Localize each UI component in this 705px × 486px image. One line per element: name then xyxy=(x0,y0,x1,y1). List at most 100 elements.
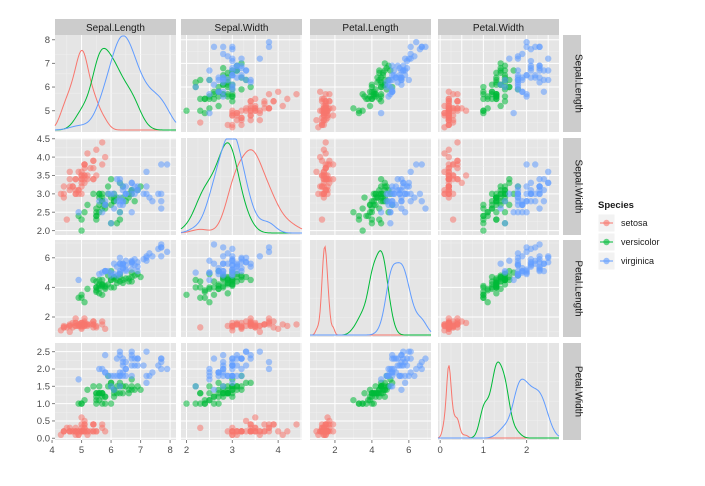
point-setosa xyxy=(87,428,94,435)
point-setosa xyxy=(293,321,300,328)
point-virginica xyxy=(210,241,218,248)
panel-pw-vs-pl xyxy=(310,343,431,440)
point-virginica xyxy=(158,253,165,260)
point-versicolor xyxy=(497,275,504,282)
point-setosa xyxy=(320,146,328,153)
point-virginica xyxy=(163,248,171,256)
point-virginica xyxy=(75,276,82,284)
point-virginica xyxy=(544,259,552,266)
point-versicolor xyxy=(206,284,213,291)
point-setosa xyxy=(329,112,337,119)
point-versicolor xyxy=(104,183,112,190)
point-versicolor xyxy=(183,107,190,114)
point-versicolor xyxy=(363,212,370,220)
point-setosa xyxy=(78,179,85,187)
point-versicolor xyxy=(484,209,491,216)
point-virginica xyxy=(413,365,420,373)
point-virginica xyxy=(514,267,522,275)
point-versicolor xyxy=(99,291,106,298)
point-virginica xyxy=(238,55,245,62)
strip-row-label-sw: Sepal.Width xyxy=(573,160,584,214)
panel-pl-vs-sl xyxy=(55,240,176,337)
point-setosa xyxy=(197,324,204,331)
point-versicolor xyxy=(501,93,509,100)
point-setosa xyxy=(324,172,331,179)
point-versicolor xyxy=(128,383,135,390)
point-virginica xyxy=(128,209,135,216)
point-versicolor xyxy=(501,186,509,194)
point-versicolor xyxy=(206,396,213,404)
strip-col-label-sl: Sepal.Length xyxy=(86,23,145,34)
point-versicolor xyxy=(215,102,222,110)
point-virginica xyxy=(544,168,552,176)
point-virginica xyxy=(206,276,213,284)
point-versicolor xyxy=(247,379,254,387)
point-virginica xyxy=(158,161,165,168)
point-versicolor xyxy=(197,95,204,103)
point-versicolor xyxy=(377,175,385,183)
point-setosa xyxy=(329,428,337,435)
point-virginica xyxy=(99,209,106,216)
point-versicolor xyxy=(131,197,138,205)
x-tick-label: 3 xyxy=(230,445,235,456)
point-versicolor xyxy=(361,390,368,397)
point-virginica xyxy=(247,79,254,86)
point-virginica xyxy=(401,379,409,387)
point-virginica xyxy=(407,190,414,198)
point-setosa xyxy=(224,428,231,435)
point-setosa xyxy=(261,105,268,112)
point-virginica xyxy=(527,62,535,69)
point-virginica xyxy=(497,81,504,88)
point-virginica xyxy=(398,205,405,212)
point-versicolor xyxy=(368,220,376,227)
y-tick-label: 6 xyxy=(45,82,50,93)
point-versicolor xyxy=(497,190,504,198)
point-setosa xyxy=(445,100,453,107)
point-virginica xyxy=(215,267,222,275)
point-virginica xyxy=(128,348,135,355)
point-virginica xyxy=(242,67,250,74)
y-tick-label: 3.5 xyxy=(37,171,50,182)
point-setosa xyxy=(320,112,328,119)
point-virginica xyxy=(143,379,150,387)
point-versicolor xyxy=(224,383,231,390)
point-versicolor xyxy=(192,284,199,291)
point-setosa xyxy=(90,421,97,428)
point-virginica xyxy=(158,190,165,198)
point-virginica xyxy=(387,76,394,84)
point-virginica xyxy=(536,256,543,263)
x-tick-label: 8 xyxy=(167,445,172,456)
point-virginica xyxy=(238,74,245,81)
point-virginica xyxy=(387,209,394,216)
panel-pl-vs-pl xyxy=(309,240,432,337)
panel-pl-vs-sw xyxy=(181,240,302,337)
point-virginica xyxy=(128,259,135,266)
point-versicolor xyxy=(201,294,209,301)
point-virginica xyxy=(113,263,121,270)
point-virginica xyxy=(229,67,236,74)
point-virginica xyxy=(242,362,250,369)
point-virginica xyxy=(413,38,420,46)
x-tick-label: 0 xyxy=(438,445,443,456)
point-virginica xyxy=(265,244,273,251)
point-virginica xyxy=(540,197,548,205)
y-tick-label: 3.0 xyxy=(37,189,50,200)
point-virginica xyxy=(405,76,413,84)
point-setosa xyxy=(265,105,273,112)
point-virginica xyxy=(519,253,526,260)
point-versicolor xyxy=(350,105,357,112)
point-virginica xyxy=(116,197,124,205)
point-virginica xyxy=(527,57,535,65)
point-virginica xyxy=(383,83,390,91)
point-virginica xyxy=(527,179,535,187)
point-virginica xyxy=(149,369,156,376)
point-virginica xyxy=(116,369,124,376)
y-tick-label: 2.0 xyxy=(37,226,50,237)
point-virginica xyxy=(389,190,396,198)
point-virginica xyxy=(398,386,405,393)
point-setosa xyxy=(63,216,71,223)
point-versicolor xyxy=(93,400,100,407)
point-virginica xyxy=(247,355,254,362)
point-versicolor xyxy=(99,390,106,397)
point-setosa xyxy=(445,322,453,330)
